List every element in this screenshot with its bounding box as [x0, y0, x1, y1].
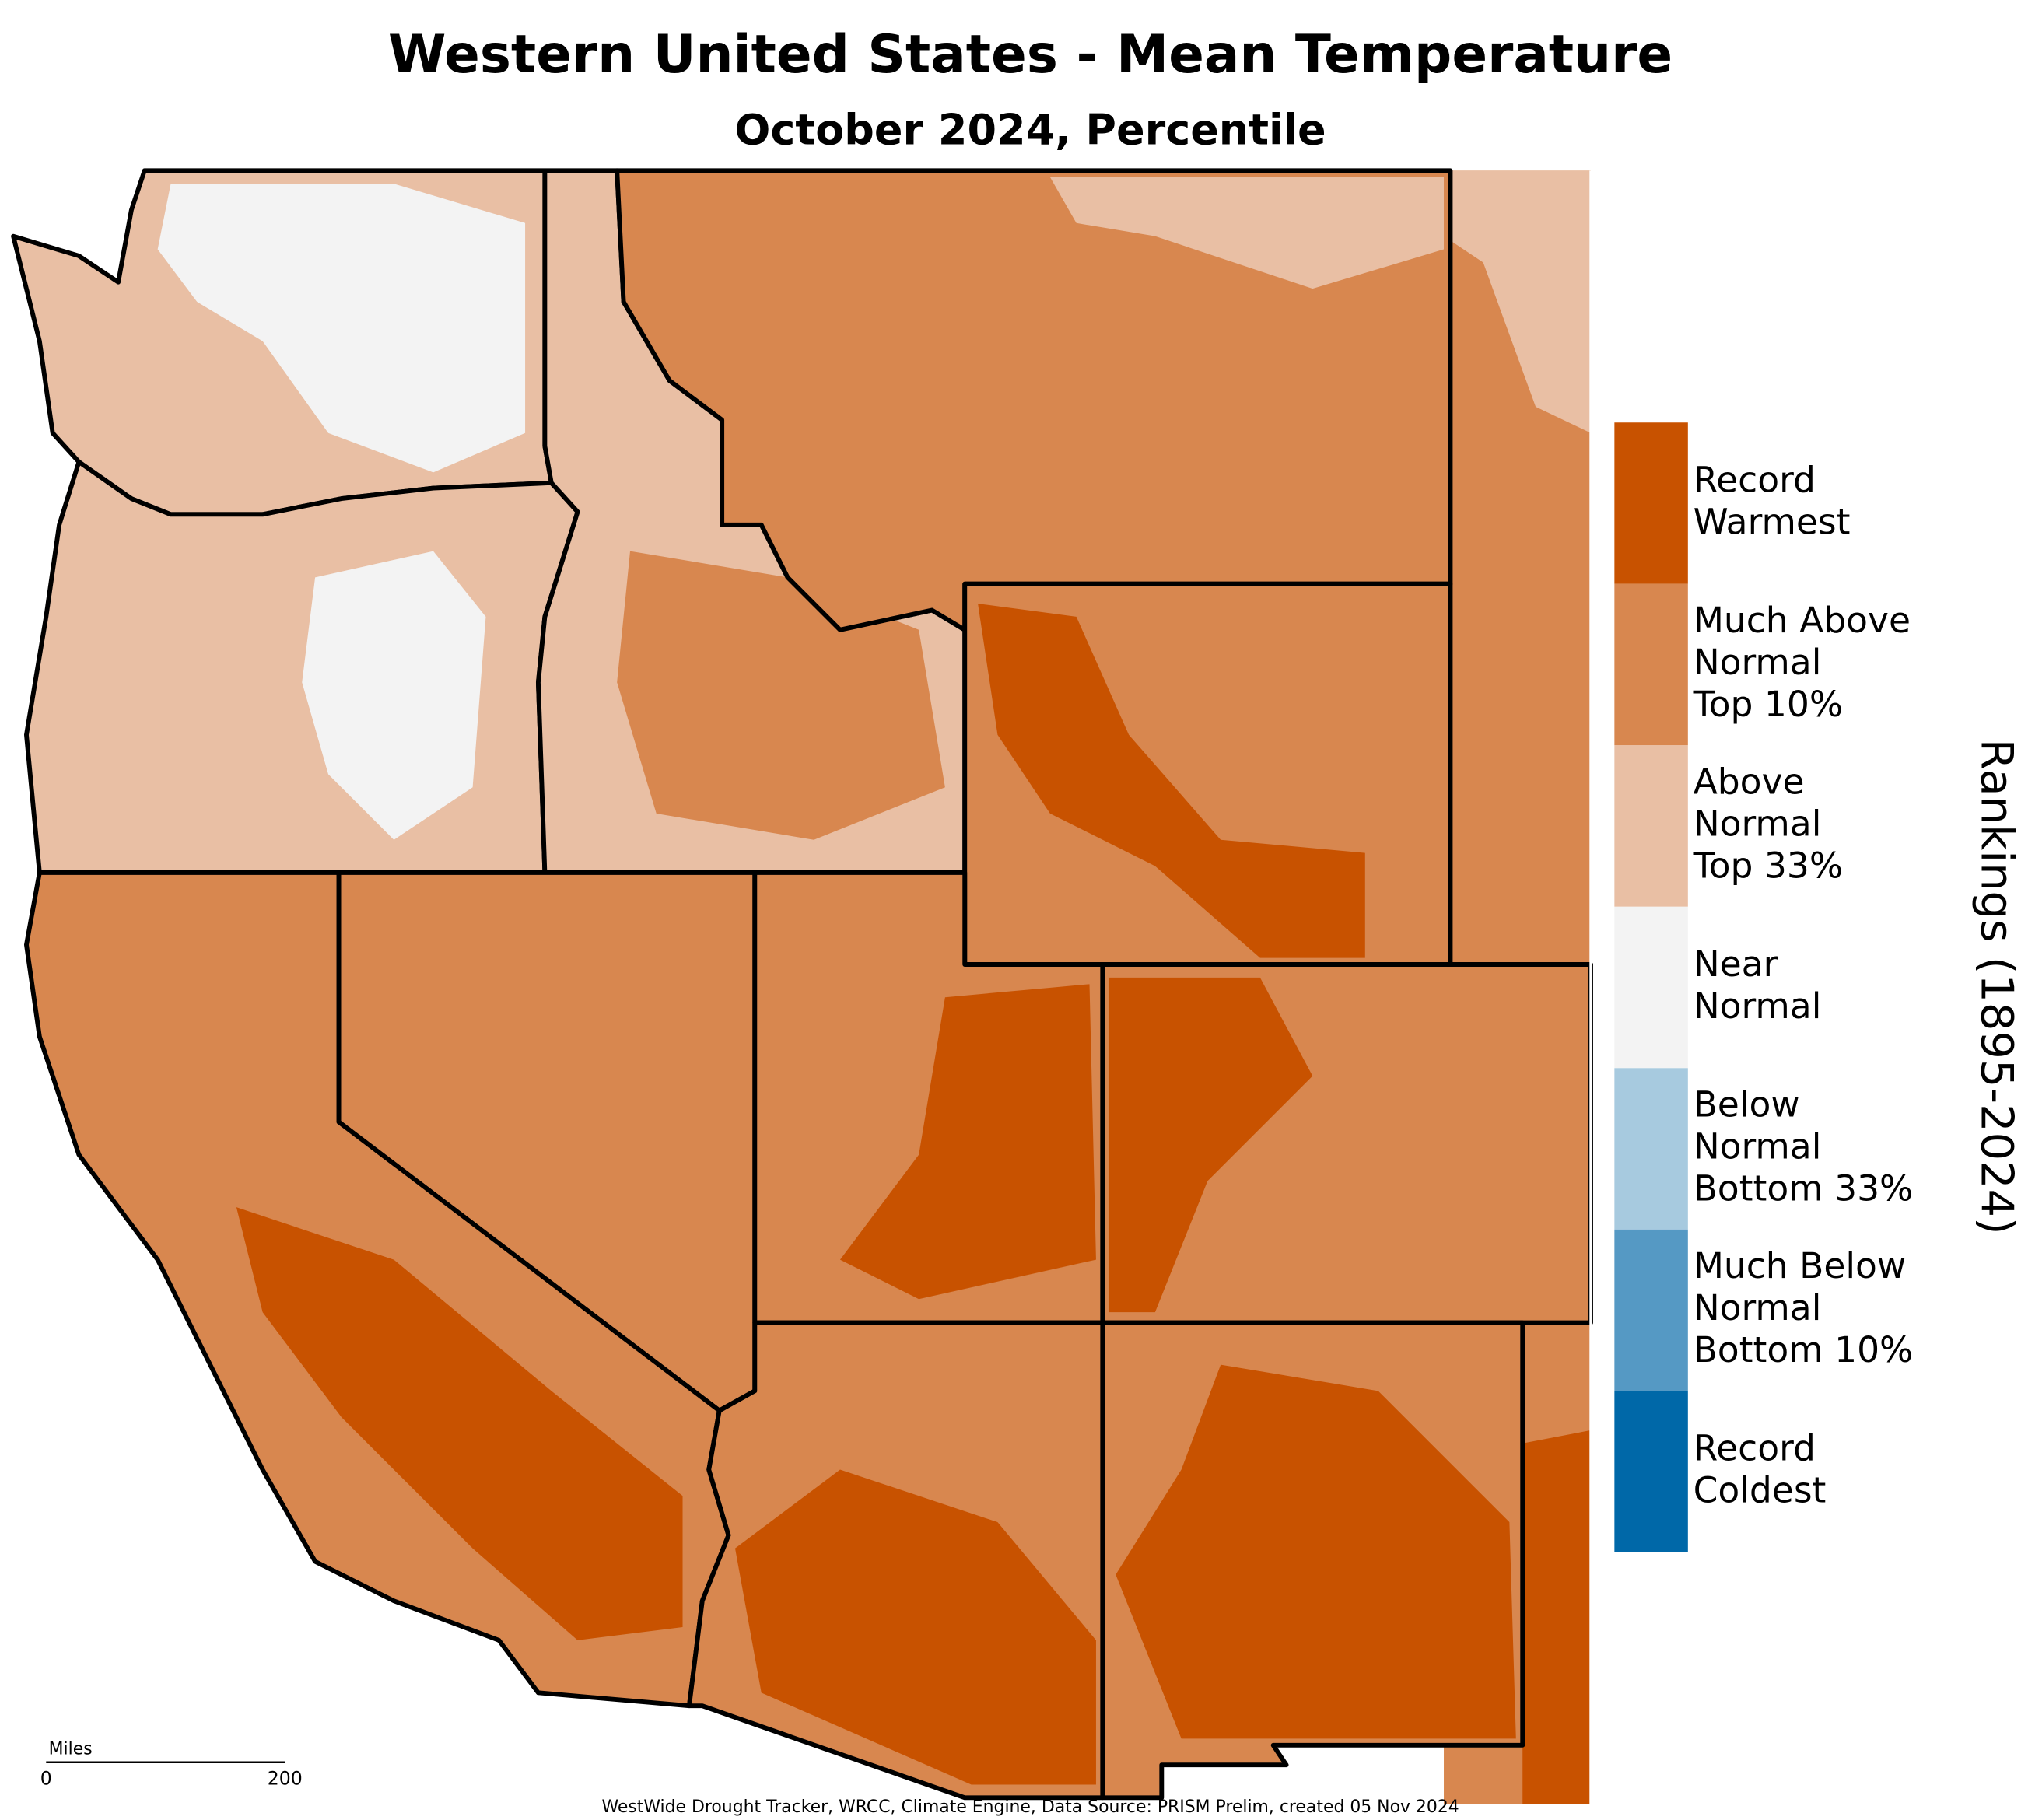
legend-swatch	[1614, 583, 1688, 746]
scale-unit: Miles	[49, 1740, 93, 1759]
legend-swatch	[1614, 906, 1688, 1069]
legend-label: Below	[1694, 1084, 1800, 1125]
legend-label: Normal	[1694, 1126, 1822, 1167]
legend-label: Top 10%	[1693, 684, 1844, 725]
credit: WestWide Drought Tracker, WRCC, Climate …	[601, 1797, 1459, 1817]
near-normal-area	[302, 551, 486, 840]
legend-label: Record	[1694, 460, 1816, 501]
map-title: Western United States - Mean Temperature	[388, 23, 1672, 85]
scale-start: 0	[40, 1767, 52, 1789]
legend-label: Bottom 10%	[1694, 1329, 1914, 1370]
record-area	[1116, 1364, 1516, 1739]
legend-label: Normal	[1694, 1287, 1822, 1328]
scale-end: 200	[268, 1767, 303, 1789]
legend-swatch	[1614, 1068, 1688, 1230]
legend-label: Top 33%	[1693, 845, 1844, 887]
legend-label: Normal	[1694, 985, 1822, 1027]
legend-label: Bottom 33%	[1694, 1168, 1914, 1209]
legend-swatch	[1614, 1229, 1688, 1391]
legend-swatch	[1614, 422, 1688, 584]
record-area	[978, 604, 1365, 958]
record-area	[839, 984, 1096, 1300]
legend-label: Much Below	[1694, 1245, 1907, 1286]
legend-label: Much Above	[1694, 600, 1911, 641]
legend-label: Near	[1694, 943, 1778, 985]
legend-label: Warmest	[1694, 501, 1851, 542]
legend-label: Above	[1694, 761, 1805, 803]
plains-region	[1522, 1430, 1591, 1804]
record-area	[236, 1207, 683, 1640]
legend-label: Normal	[1694, 642, 1822, 683]
legend-label: Record	[1694, 1428, 1816, 1469]
scale-bar: Miles 0 200	[40, 1740, 303, 1790]
record-area	[734, 1469, 1096, 1785]
map-subtitle: October 2024, Percentile	[735, 106, 1326, 155]
legend-swatch	[1614, 745, 1688, 907]
record-area	[1109, 977, 1313, 1313]
above-normal-area	[1049, 177, 1445, 289]
legend-label: Coldest	[1694, 1470, 1827, 1511]
map-area	[11, 168, 1593, 1804]
legend-label: Normal	[1694, 803, 1822, 845]
plains-region	[1444, 170, 1591, 433]
near-normal-area	[157, 184, 526, 473]
legend-swatch	[1614, 1391, 1688, 1552]
state-oregon	[24, 459, 580, 875]
legend-title: Rankings (1895-2024)	[1971, 739, 2023, 1235]
